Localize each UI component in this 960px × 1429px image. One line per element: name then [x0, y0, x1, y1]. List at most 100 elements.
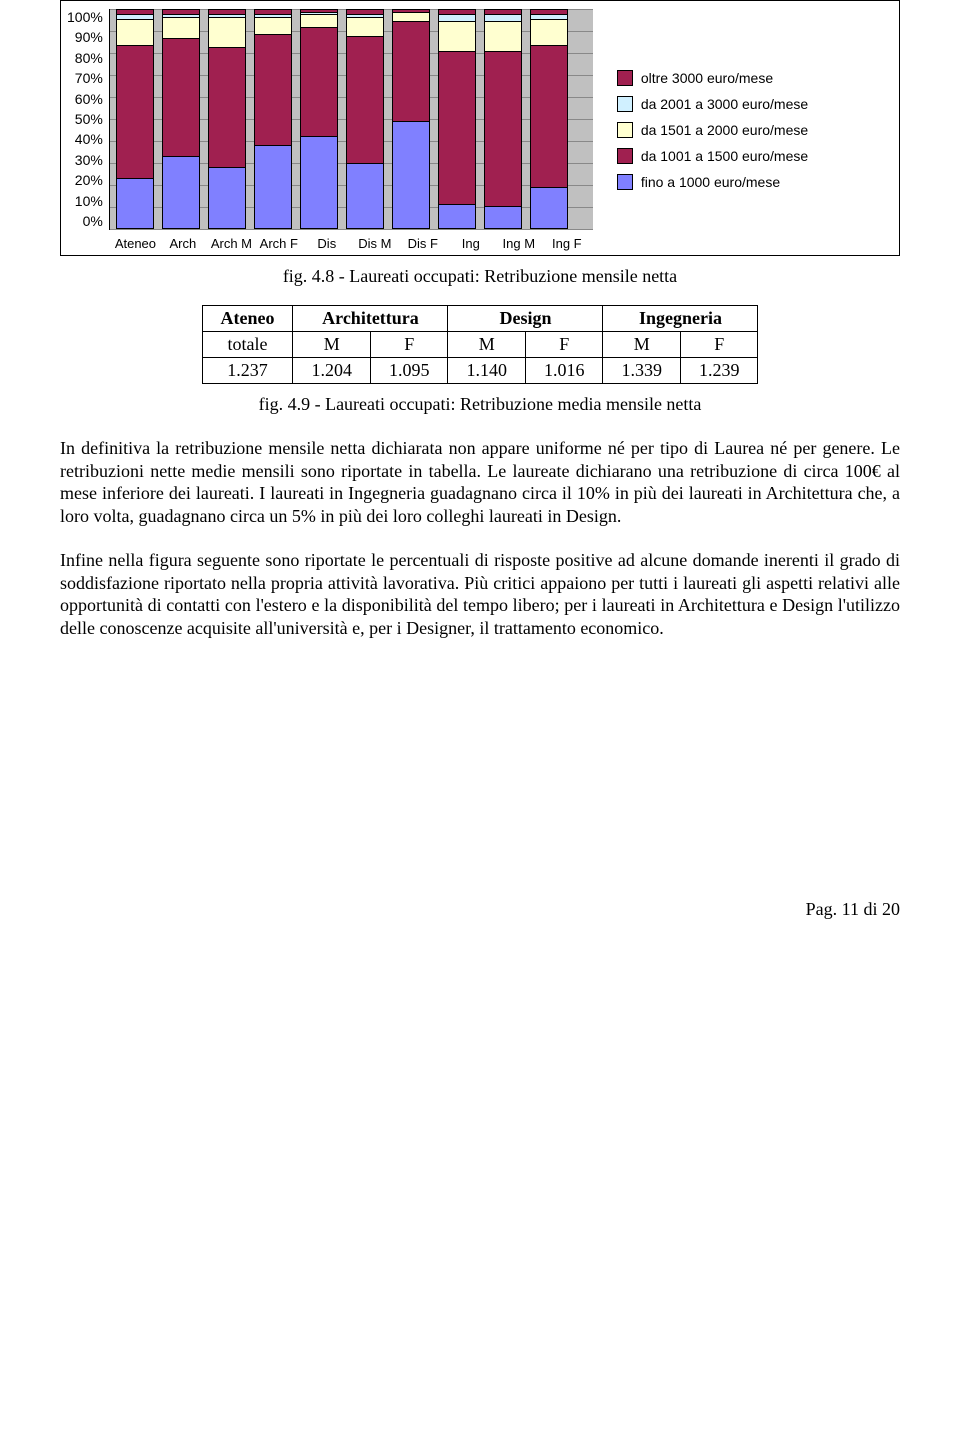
th-ingegneria: Ingegneria [603, 306, 758, 332]
x-tick-label: Ateneo [115, 236, 155, 251]
th-architettura: Architettura [293, 306, 448, 332]
bar-segment [209, 167, 245, 228]
legend-label: da 1501 a 2000 euro/mese [641, 122, 808, 138]
legend-label: da 2001 a 3000 euro/mese [641, 96, 808, 112]
y-tick-label: 30% [75, 152, 103, 168]
legend-item: da 1001 a 1500 euro/mese [617, 148, 889, 164]
y-tick-label: 40% [75, 131, 103, 147]
td-m: M [448, 332, 526, 358]
bar-segment [301, 27, 337, 136]
bar-segment [163, 17, 199, 39]
paragraph: Infine nella figura seguente sono riport… [60, 549, 900, 639]
td-f: F [680, 332, 758, 358]
bar [300, 9, 338, 229]
x-tick-label: Ing M [499, 236, 539, 251]
td-val: 1.204 [293, 358, 371, 384]
bar-segment [117, 178, 153, 228]
td-val: 1.140 [448, 358, 526, 384]
chart-left: 100%90%80%70%60%50%40%30%20%10%0% Ateneo… [67, 9, 593, 251]
bar-segment [117, 19, 153, 45]
chart-box: 100%90%80%70%60%50%40%30%20%10%0% Ateneo… [60, 0, 900, 256]
bar-segment [347, 17, 383, 37]
bar-segment [255, 17, 291, 34]
bar-segment [255, 34, 291, 145]
legend-swatch [617, 174, 633, 190]
bar-segment [393, 21, 429, 121]
bar-segment [439, 51, 475, 204]
bar-segment [301, 136, 337, 228]
bar-segment [393, 12, 429, 21]
bar [346, 9, 384, 229]
bar [208, 9, 246, 229]
bar-segment [347, 163, 383, 228]
x-axis: AteneoArchArch MArch FDisDis MDis FIngIn… [109, 236, 593, 251]
bar [438, 9, 476, 229]
y-tick-label: 90% [75, 29, 103, 45]
y-tick-label: 10% [75, 193, 103, 209]
x-tick-label: Dis M [355, 236, 395, 251]
legend-label: oltre 3000 euro/mese [641, 70, 773, 86]
bar-segment [531, 187, 567, 228]
plot-area [109, 9, 593, 230]
legend-label: da 1001 a 1500 euro/mese [641, 148, 808, 164]
th-design: Design [448, 306, 603, 332]
table-row: 1.237 1.204 1.095 1.140 1.016 1.339 1.23… [202, 358, 758, 384]
paragraph: In definitiva la retribuzione mensile ne… [60, 437, 900, 527]
td-f: F [525, 332, 603, 358]
bar-segment [393, 121, 429, 228]
bar-segment [439, 204, 475, 228]
bar-segment [485, 21, 521, 52]
bar [392, 9, 430, 229]
bar-segment [163, 156, 199, 228]
bar-segment [255, 145, 291, 228]
x-tick-label: Ing [451, 236, 491, 251]
td-m: M [603, 332, 681, 358]
table-row: totale M F M F M F [202, 332, 758, 358]
th-ateneo: Ateneo [202, 306, 293, 332]
bar-segment [117, 45, 153, 178]
x-tick-label: Arch F [259, 236, 299, 251]
x-tick-label: Ing F [547, 236, 587, 251]
bar-segment [209, 47, 245, 167]
bar-segment [347, 36, 383, 162]
chart-container: 100%90%80%70%60%50%40%30%20%10%0% Ateneo… [60, 0, 900, 256]
y-tick-label: 60% [75, 91, 103, 107]
td-val: 1.016 [525, 358, 603, 384]
table-row: Ateneo Architettura Design Ingegneria [202, 306, 758, 332]
legend-item: oltre 3000 euro/mese [617, 70, 889, 86]
bar-segment [531, 19, 567, 45]
y-axis: 100%90%80%70%60%50%40%30%20%10%0% [67, 9, 109, 229]
page: 100%90%80%70%60%50%40%30%20%10%0% Ateneo… [0, 0, 960, 980]
plot-column: AteneoArchArch MArch FDisDis MDis FIngIn… [109, 9, 593, 251]
bar-segment [531, 45, 567, 187]
td-totale: totale [202, 332, 293, 358]
x-tick-label: Arch [163, 236, 203, 251]
y-tick-label: 80% [75, 50, 103, 66]
bar [116, 9, 154, 229]
x-categories: AteneoArchArch MArch FDisDis MDis FIngIn… [109, 236, 593, 251]
legend-item: da 1501 a 2000 euro/mese [617, 122, 889, 138]
legend-swatch [617, 96, 633, 112]
legend-item: da 2001 a 3000 euro/mese [617, 96, 889, 112]
td-val: 1.095 [370, 358, 448, 384]
td-val: 1.237 [202, 358, 293, 384]
y-tick-label: 20% [75, 172, 103, 188]
td-m: M [293, 332, 371, 358]
legend-swatch [617, 148, 633, 164]
bar [484, 9, 522, 229]
td-f: F [370, 332, 448, 358]
bar-segment [485, 51, 521, 206]
table-caption: fig. 4.9 - Laureati occupati: Retribuzio… [60, 394, 900, 415]
bar [254, 9, 292, 229]
td-val: 1.339 [603, 358, 681, 384]
y-tick-label: 100% [67, 9, 103, 25]
bar-segment [439, 21, 475, 52]
legend: oltre 3000 euro/mese da 2001 a 3000 euro/… [593, 9, 889, 251]
legend-label: fino a 1000 euro/mese [641, 174, 780, 190]
x-tick-label: Arch M [211, 236, 251, 251]
legend-item: fino a 1000 euro/mese [617, 174, 889, 190]
bar-segment [485, 206, 521, 228]
td-val: 1.239 [680, 358, 758, 384]
page-footer: Pag. 11 di 20 [60, 899, 900, 920]
bar [162, 9, 200, 229]
